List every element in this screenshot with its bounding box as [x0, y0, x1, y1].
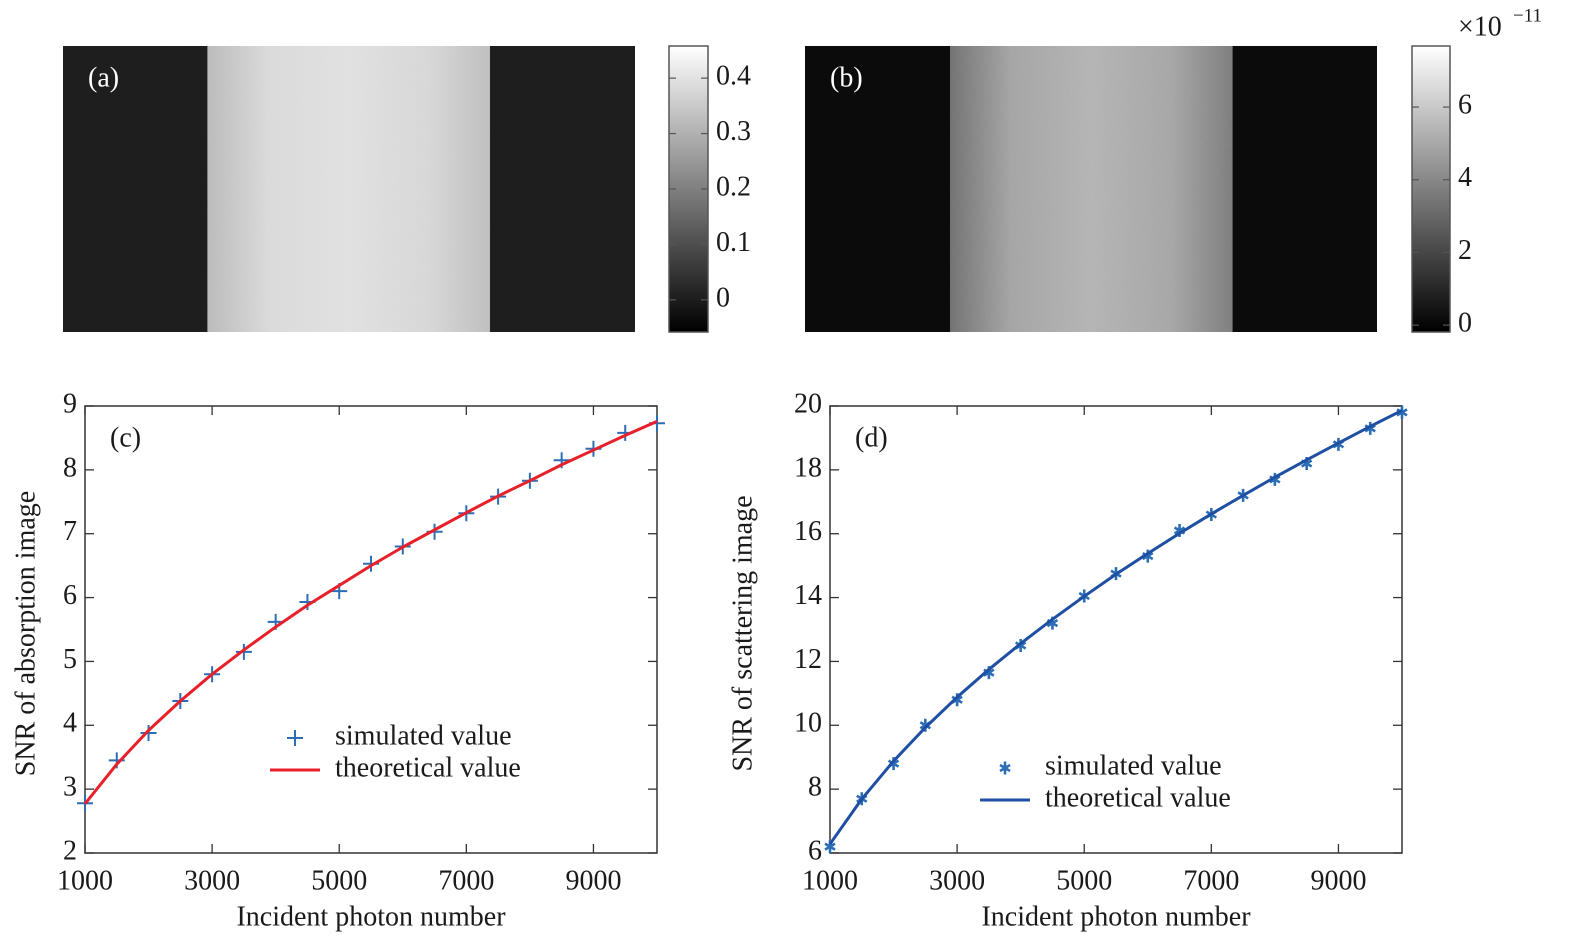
- marker: [140, 724, 157, 741]
- y-tick-label: 6: [808, 835, 822, 866]
- legend-marker: [999, 761, 1011, 775]
- y-tick-label: 18: [794, 452, 822, 483]
- colorbar-tick-label: 0.3: [716, 116, 751, 147]
- colorbar-exponent-power: −11: [1513, 5, 1542, 26]
- x-axis-label: Incident photon number: [981, 901, 1251, 932]
- y-tick-label: 2: [63, 835, 77, 866]
- axes-frame: [84, 405, 658, 854]
- y-tick-label: 5: [63, 644, 77, 675]
- x-tick-label: 5000: [311, 865, 367, 896]
- colorbar-tick-label: 2: [1458, 235, 1472, 266]
- y-tick-label: 10: [794, 708, 822, 739]
- legend-label: simulated value: [1045, 750, 1222, 781]
- y-tick-label: 16: [794, 516, 822, 547]
- colorbar-tick-label: 0: [716, 282, 730, 313]
- colorbar-tick-label: 0: [1458, 308, 1472, 339]
- x-tick-label: 9000: [1310, 865, 1366, 896]
- x-axis-label: Incident photon number: [236, 901, 506, 932]
- colorbar-tick-label: 0.1: [716, 227, 751, 258]
- x-tick-label: 9000: [565, 865, 621, 896]
- x-tick-label: 3000: [184, 865, 240, 896]
- y-tick-label: 14: [794, 580, 822, 611]
- x-tick-label: 7000: [438, 865, 494, 896]
- legend-label: simulated value: [335, 720, 512, 751]
- colorbar-tick-label: 6: [1458, 89, 1472, 120]
- colorbar-tick-label: 4: [1458, 162, 1472, 193]
- y-tick-label: 9: [63, 388, 77, 419]
- y-axis-label: SNR of scattering image: [727, 495, 758, 771]
- colorbar: [1411, 45, 1451, 333]
- legend-label: theoretical value: [1045, 782, 1231, 813]
- y-tick-label: 4: [63, 708, 77, 739]
- marker: [235, 643, 252, 660]
- panel-label: (c): [110, 422, 141, 453]
- y-tick-label: 3: [63, 772, 77, 803]
- marker: [1396, 405, 1408, 419]
- y-tick-label: 6: [63, 580, 77, 611]
- legend-label: theoretical value: [335, 752, 521, 783]
- image-noise: [805, 46, 1377, 332]
- y-tick-label: 7: [63, 516, 77, 547]
- y-tick-label: 20: [794, 388, 822, 419]
- image-noise: [63, 46, 635, 332]
- colorbar-tick-label: 0.2: [716, 171, 751, 202]
- y-tick-label: 12: [794, 644, 822, 675]
- x-tick-label: 7000: [1183, 865, 1239, 896]
- x-tick-label: 5000: [1056, 865, 1112, 896]
- theory-line: [83, 419, 658, 805]
- x-tick-label: 1000: [802, 865, 858, 896]
- y-tick-label: 8: [808, 772, 822, 803]
- x-tick-label: 1000: [57, 865, 113, 896]
- x-tick-label: 3000: [929, 865, 985, 896]
- colorbar-exponent-base: ×10: [1458, 11, 1502, 42]
- y-tick-label: 8: [63, 452, 77, 483]
- theory-line: [828, 409, 1403, 845]
- y-axis-label: SNR of absorption image: [10, 491, 41, 776]
- axes-frame: [829, 405, 1403, 854]
- colorbar-tick-label: 0.4: [716, 61, 751, 92]
- panel-label: (a): [88, 62, 119, 93]
- legend-marker: [287, 730, 303, 746]
- panel-label: (d): [855, 422, 888, 453]
- panel-label: (b): [830, 62, 863, 93]
